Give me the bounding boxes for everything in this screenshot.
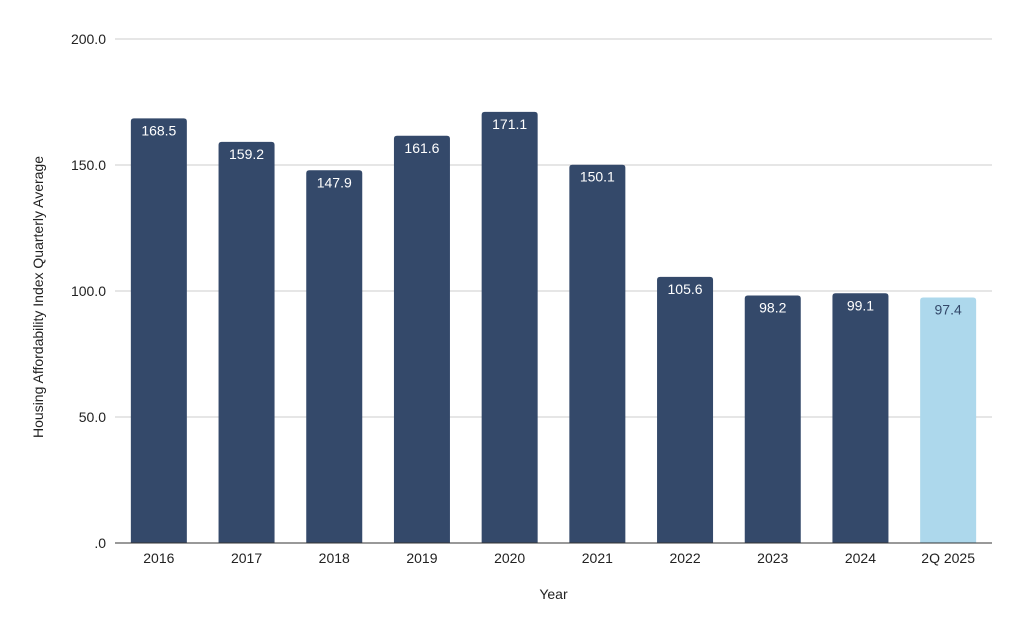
x-tick-label: 2Q 2025 bbox=[921, 550, 975, 566]
y-tick-label: 100.0 bbox=[71, 283, 106, 299]
x-tick-label: 2019 bbox=[406, 550, 437, 566]
x-tick-label: 2024 bbox=[845, 550, 876, 566]
bar-2020 bbox=[481, 111, 538, 543]
bar-2q-2025 bbox=[920, 297, 977, 543]
data-label: 147.9 bbox=[317, 174, 352, 190]
data-label: 98.2 bbox=[759, 300, 786, 316]
bars bbox=[130, 111, 977, 544]
bar-2018 bbox=[306, 170, 363, 544]
bar-2017 bbox=[218, 141, 275, 544]
y-tick-label: 50.0 bbox=[79, 409, 106, 425]
data-label: 161.6 bbox=[404, 140, 439, 156]
x-tick-label: 2020 bbox=[494, 550, 525, 566]
data-label: 97.4 bbox=[935, 302, 962, 318]
y-tick-label: 150.0 bbox=[71, 157, 106, 173]
x-tick-label: 2022 bbox=[669, 550, 700, 566]
y-tick-label: 200.0 bbox=[71, 31, 106, 47]
x-axis-ticks: 2016 2017 2018 2019 2020 2021 2022 2023 2024 2Q 2… bbox=[143, 550, 975, 566]
data-label: 171.1 bbox=[492, 116, 527, 132]
bar-2023 bbox=[744, 295, 801, 543]
x-tick-label: 2018 bbox=[319, 550, 350, 566]
data-label: 99.1 bbox=[847, 297, 874, 313]
data-labels: 168.5 159.2 147.9 161.6 171.1 150.1 105.6 98.2 9… bbox=[141, 116, 962, 318]
y-axis-ticks: .0 50.0 100.0 150.0 200.0 bbox=[71, 31, 106, 551]
y-axis-title: Housing Affordability Index Quarterly Av… bbox=[30, 156, 46, 438]
y-tick-label: .0 bbox=[94, 535, 106, 551]
x-tick-label: 2016 bbox=[143, 550, 174, 566]
bar-2024 bbox=[832, 293, 889, 543]
data-label: 150.1 bbox=[580, 169, 615, 185]
bar-2021 bbox=[569, 164, 626, 544]
data-label: 168.5 bbox=[141, 122, 176, 138]
x-tick-label: 2017 bbox=[231, 550, 262, 566]
bar-2019 bbox=[393, 135, 450, 543]
x-tick-label: 2021 bbox=[582, 550, 613, 566]
x-axis-title: Year bbox=[539, 586, 568, 602]
bar-2022 bbox=[657, 276, 714, 543]
bar-2016 bbox=[130, 118, 187, 543]
x-tick-label: 2023 bbox=[757, 550, 788, 566]
data-label: 105.6 bbox=[668, 281, 703, 297]
data-label: 159.2 bbox=[229, 146, 264, 162]
